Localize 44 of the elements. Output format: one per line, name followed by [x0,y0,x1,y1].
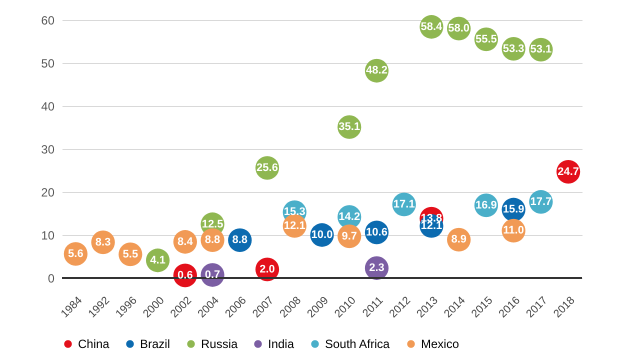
data-label: 17.1 [393,198,415,210]
data-label: 48.2 [366,64,388,77]
data-label: 8.4 [178,236,194,248]
data-label: 12.5 [202,218,224,230]
data-label: 11.0 [503,224,524,237]
data-label: 10.0 [311,229,333,241]
legend-label: South Africa [325,337,390,351]
data-label: 35.1 [338,121,360,134]
data-label: 14.2 [338,210,360,223]
legend-label: Russia [201,337,238,351]
legend-label: Mexico [421,337,460,351]
data-label: 8.8 [204,234,220,246]
y-tick-label: 0 [48,272,55,286]
data-label: 24.7 [558,166,580,178]
data-label: 15.9 [502,204,524,216]
data-label: 2.0 [260,263,275,276]
data-label: 53.3 [502,42,524,55]
data-label: 9.7 [342,230,358,242]
legend-label: China [78,337,110,351]
data-label: 8.3 [95,236,111,248]
data-label: 5.6 [68,248,84,260]
y-tick-label: 20 [41,186,55,200]
data-label: 53.1 [530,44,552,56]
data-label: 8.9 [451,234,466,246]
data-label: 25.6 [256,162,278,174]
data-label: 15.3 [284,206,306,218]
data-label: 58.4 [420,20,444,33]
y-tick-label: 40 [41,100,55,114]
data-label: 58.0 [448,22,470,35]
data-label: 4.1 [150,254,166,266]
y-tick-label: 50 [41,56,55,70]
data-label: 5.5 [122,248,138,260]
data-label: 55.5 [476,33,497,46]
data-label: 17.7 [530,196,552,208]
legend-label: Brazil [140,337,170,351]
data-label: 12.1 [284,220,306,232]
legend-label: India [268,337,294,351]
y-tick-label: 60 [41,14,55,28]
y-tick-label: 10 [41,228,55,242]
data-label: 8.8 [232,234,248,246]
data-label: 10.6 [366,226,388,238]
y-tick-label: 30 [41,142,55,156]
data-label: 16.9 [476,199,497,212]
data-label: 2.3 [369,262,384,274]
